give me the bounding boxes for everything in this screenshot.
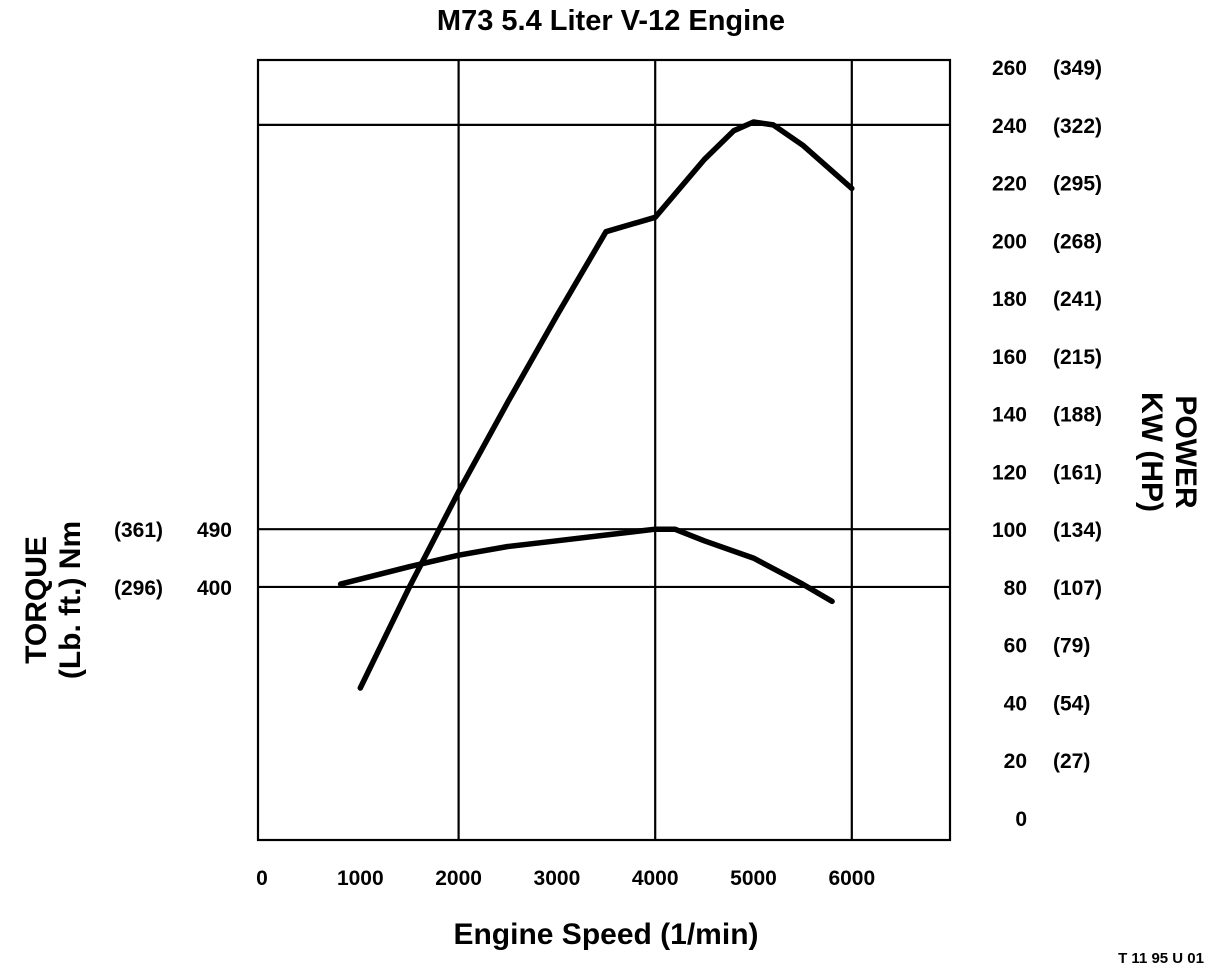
plot-frame [256,58,952,842]
right-axis-label-line2: KW (HP) [1135,392,1168,512]
kw-tick-label: 80 [1004,577,1027,600]
x-tick-label: 4000 [632,867,679,890]
hp-tick-label: (188) [1053,404,1102,427]
kw-tick-label: 60 [1004,635,1027,658]
lbft-tick-label: (361) [114,519,163,542]
hp-tick-label: (134) [1053,519,1102,542]
kw-tick-label: 240 [992,115,1027,138]
hp-tick-label: (79) [1053,635,1090,658]
kw-tick-label: 40 [1004,692,1027,715]
hp-tick-label: (349) [1053,57,1102,80]
kw-tick-label: 260 [992,57,1027,80]
hp-tick-label: (107) [1053,577,1102,600]
torque-curve [337,526,835,605]
x-tick-label: 5000 [730,867,777,890]
hp-tick-label: (27) [1053,750,1090,773]
kw-tick-label: 200 [992,230,1027,253]
hp-tick-label: (322) [1053,115,1102,138]
x-tick-label: 3000 [534,867,581,890]
nm-tick-label: 490 [197,519,232,542]
hp-tick-label: (215) [1053,346,1102,369]
plot-border [256,58,952,842]
kw-tick-label: 140 [992,404,1027,427]
grid-lines [258,60,950,840]
left-axis-label-line2: (Lb. ft.) Nm [54,521,87,679]
nm-tick-label: 400 [197,577,232,600]
torque-tick-labels: 400 (296) 490 (361) [114,519,232,600]
hp-tick-label: (54) [1053,692,1090,715]
power-curve [357,119,855,691]
x-axis-label: Engine Speed (1/min) [453,918,758,951]
hp-tick-label: (241) [1053,288,1102,311]
kw-tick-labels: 0 20 40 60 80 100 120 140 160 180 200 220 240 260 [992,57,1027,831]
kw-tick-label: 20 [1004,750,1027,773]
hp-tick-label: (161) [1053,461,1102,484]
kw-tick-label: 160 [992,346,1027,369]
kw-tick-label: 220 [992,173,1027,196]
kw-tick-label: 180 [992,288,1027,311]
x-tick-label: 1000 [337,867,384,890]
kw-tick-label: 120 [992,461,1027,484]
lbft-tick-label: (296) [114,577,163,600]
hp-tick-label: (268) [1053,230,1102,253]
right-axis-label: POWER KW (HP) [1135,392,1202,512]
left-axis-label-line1: TORQUE [20,536,53,664]
right-axis-label-line1: POWER [1169,395,1202,509]
chart-title: M73 5.4 Liter V-12 Engine [437,5,785,37]
kw-tick-label: 0 [1015,808,1027,831]
kw-tick-label: 100 [992,519,1027,542]
x-tick-label: 0 [256,867,268,890]
hp-tick-label: (295) [1053,173,1102,196]
x-tick-labels: 0 1000 2000 3000 4000 5000 6000 [256,867,875,890]
curves [337,119,855,691]
x-tick-label: 6000 [828,867,875,890]
left-axis-label: TORQUE (Lb. ft.) Nm [20,521,87,679]
figure-code: T 11 95 U 01 [1118,950,1204,967]
x-tick-label: 2000 [435,867,482,890]
hp-tick-labels: (27) (54) (79) (107) (134) (161) (188) (215) (24… [1053,57,1102,773]
